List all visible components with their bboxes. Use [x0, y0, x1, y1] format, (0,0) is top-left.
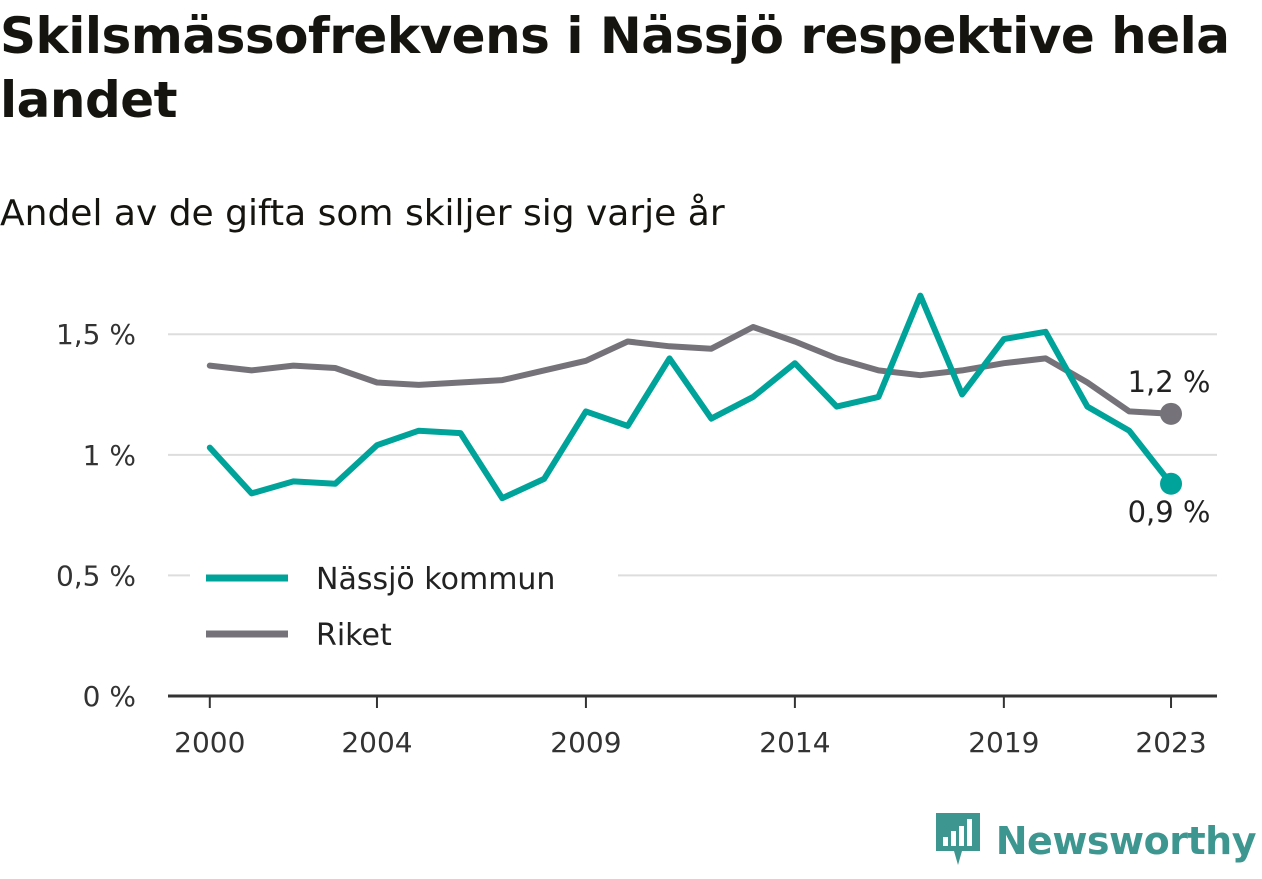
- series-end-point: [1160, 472, 1183, 495]
- page-title: Skilsmässofrekvens i Nässjö respektive h…: [0, 7, 1230, 129]
- x-tick-label: 2019: [968, 726, 1039, 759]
- legend: Nässjö kommun Riket: [190, 547, 618, 671]
- x-tick-label: 2009: [550, 726, 621, 759]
- y-tick-label: 0 %: [83, 680, 136, 713]
- end-labels: 1,2 % 0,9 %: [1128, 365, 1211, 529]
- series-layer: [206, 292, 1183, 502]
- series-end-label: 1,2 %: [1128, 365, 1211, 399]
- x-tick-label: 2000: [174, 726, 245, 759]
- series-line: [206, 324, 1174, 417]
- x-tick-label: 2023: [1135, 726, 1206, 759]
- x-tick-label: 2004: [341, 726, 412, 759]
- brand: Newsworthy: [932, 809, 1257, 873]
- y-tick-label: 1 %: [83, 439, 136, 472]
- legend-label: Riket: [316, 618, 392, 653]
- newsworthy-logo-icon: [932, 809, 984, 873]
- x-tick-label: 2014: [759, 726, 830, 759]
- legend-label: Nässjö kommun: [316, 562, 555, 597]
- series-line: [206, 292, 1174, 502]
- series-end-point: [1160, 402, 1183, 425]
- series-end-label: 0,9 %: [1128, 495, 1211, 529]
- y-axis-ticks: 0 % 0,5 % 1 % 1,5 %: [56, 318, 136, 713]
- y-tick-label: 1,5 %: [56, 318, 136, 351]
- brand-name: Newsworthy: [995, 819, 1257, 863]
- legend-background: [190, 547, 618, 671]
- x-axis-ticks: 2000 2004 2009 2014 2019 2023: [174, 696, 1207, 759]
- page-subtitle: Andel av de gifta som skiljer sig varje …: [0, 193, 725, 234]
- y-tick-label: 0,5 %: [56, 559, 136, 592]
